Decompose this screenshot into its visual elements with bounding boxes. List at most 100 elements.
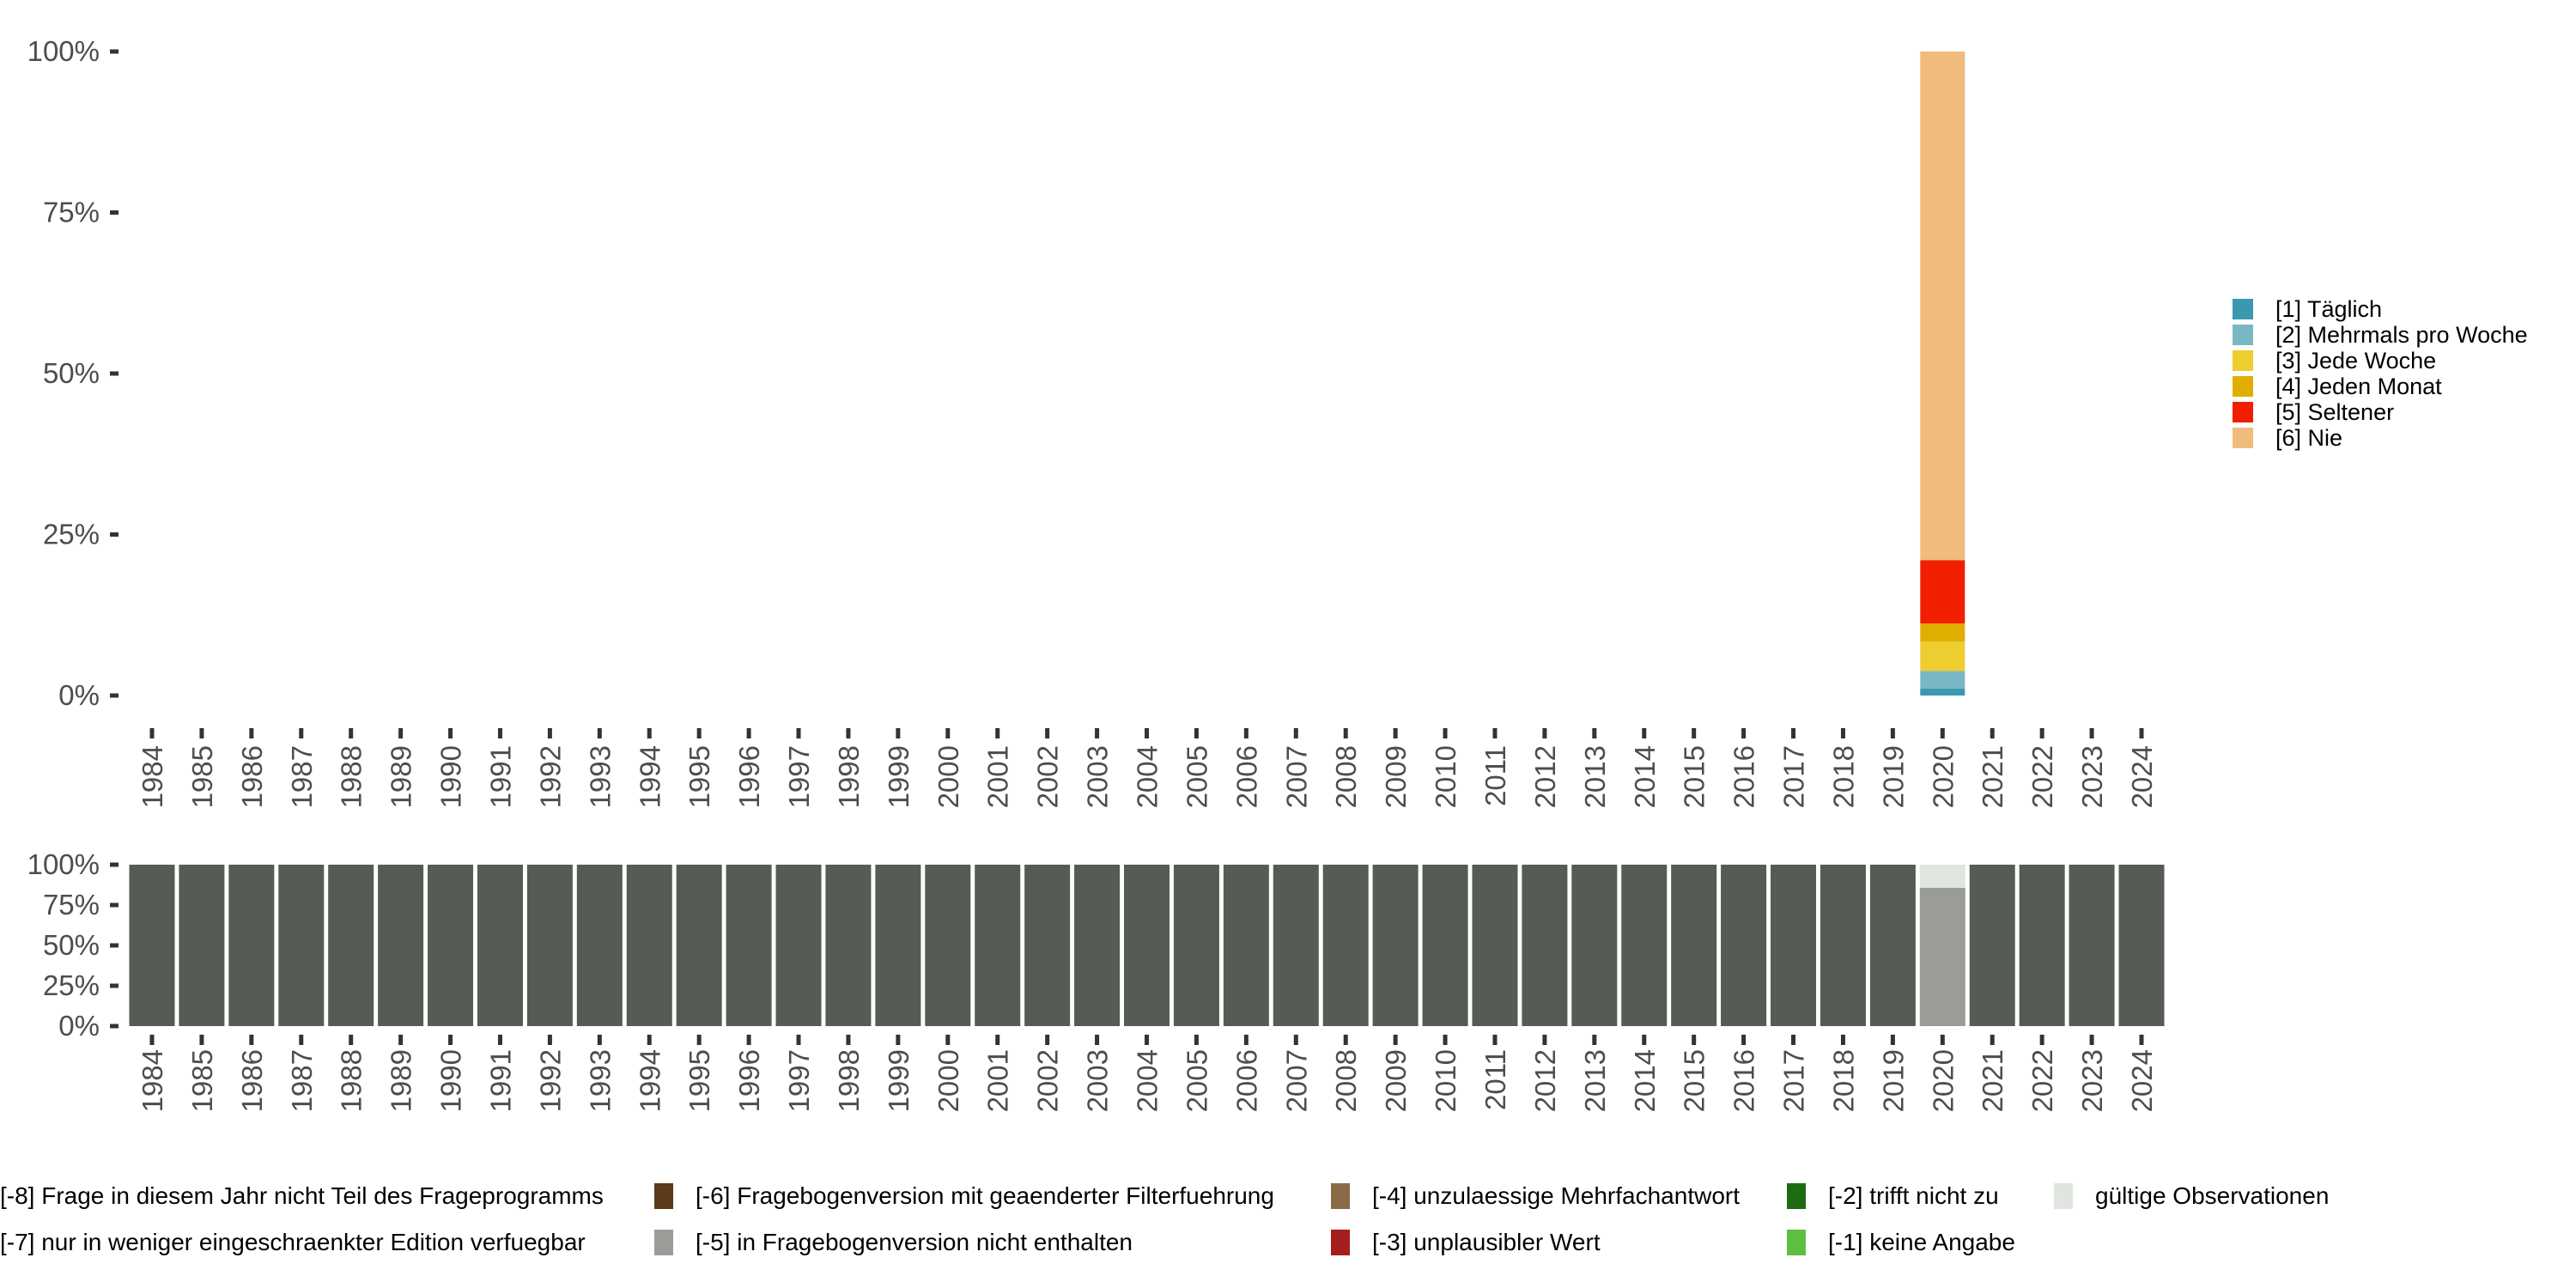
x-tick-label: 1994: [634, 745, 665, 808]
x-tick-label: 1989: [386, 745, 417, 808]
x-tick-label: 1997: [783, 1049, 815, 1112]
x-tick-label: 2003: [1082, 745, 1114, 808]
x-tick-label: 1988: [336, 1049, 368, 1112]
legend-item: [1] Täglich: [2233, 296, 2528, 322]
legend-swatch: [1787, 1183, 1806, 1209]
legend-label: [-1] keine Angabe: [1828, 1229, 2015, 1255]
bar-segment-2014-0: [1621, 865, 1668, 1026]
legend-item: [-7] nur in weniger eingeschraenkter Edi…: [0, 1229, 586, 1256]
bar-segment-1991-0: [477, 865, 523, 1026]
legend-item: [-1] keine Angabe: [1787, 1229, 2015, 1256]
legend-label: [-5] in Fragebogenversion nicht enthalte…: [696, 1229, 1133, 1255]
bar-segment-2005-0: [1173, 865, 1219, 1026]
legend-item: [-2] trifft nicht zu: [1787, 1182, 1999, 1210]
legend-swatch: [2233, 350, 2253, 371]
legend-item: [-8] Frage in diesem Jahr nicht Teil des…: [0, 1182, 604, 1210]
x-tick-label: 2008: [1330, 745, 1362, 808]
bar-segment-1996-0: [726, 865, 772, 1026]
x-tick-label: 2019: [1877, 1049, 1909, 1112]
x-tick-label: 1993: [584, 745, 616, 808]
bar-segment-1995-0: [676, 865, 722, 1026]
legend-label: [5] Seltener: [2275, 398, 2395, 425]
x-tick-label: 1996: [733, 745, 765, 808]
legend-label: [-4] unzulaessige Mehrfachantwort: [1372, 1182, 1740, 1209]
bar-segment-2009-0: [1372, 865, 1419, 1026]
x-tick-label: 1995: [683, 1049, 715, 1112]
bar-segment-2019-0: [1869, 865, 1916, 1026]
bar-segment-1998-0: [825, 865, 872, 1026]
x-tick-label: 2004: [1132, 745, 1163, 808]
x-tick-label: 1985: [186, 1049, 218, 1112]
legend-label: gültige Observationen: [2095, 1182, 2330, 1209]
top-chart: 0% 25% 50% 75% 100% 1984 1985 1986 1987 1988 1989 1…: [27, 35, 2158, 808]
x-tick-label: 1985: [186, 745, 218, 808]
x-tick-label: 2014: [1629, 1049, 1661, 1112]
bar-segment-2020-5: [1920, 52, 1965, 561]
legend-swatch: [1331, 1230, 1350, 1255]
x-tick-label: 2011: [1479, 1049, 1511, 1110]
bar-segment-2001-0: [975, 865, 1021, 1026]
x-tick-label: 2001: [982, 1049, 1014, 1112]
bar-segment-1985-0: [179, 865, 225, 1026]
x-tick-label: 1986: [236, 1049, 268, 1112]
legend-swatch: [2054, 1183, 2073, 1209]
bar-segment-2003-0: [1074, 865, 1121, 1026]
x-tick-label: 2013: [1579, 745, 1611, 808]
bottom-chart: 0% 25% 50% 75% 100% 1984 1985 1986 1987 1988 1989 1…: [27, 848, 2165, 1112]
bar-segment-2017-0: [1771, 865, 1817, 1026]
x-tick-label: 1987: [286, 1049, 318, 1112]
legend-item: [-3] unplausibler Wert: [1331, 1229, 1601, 1256]
legend-label: [-2] trifft nicht zu: [1828, 1182, 1999, 1209]
bar-segment-2006-0: [1223, 865, 1269, 1026]
x-tick-label: 1992: [534, 1049, 566, 1112]
legend-item: [-5] in Fragebogenversion nicht enthalte…: [654, 1229, 1133, 1256]
legend-item: [-4] unzulaessige Mehrfachantwort: [1331, 1182, 1740, 1210]
x-tick-label: 2002: [1032, 745, 1064, 808]
x-tick-label: 2012: [1529, 1049, 1561, 1112]
x-tick-label: 1997: [783, 745, 815, 808]
x-tick-label: 2004: [1132, 1049, 1163, 1112]
x-tick-label: 2003: [1082, 1049, 1114, 1112]
x-tick-label: 1999: [883, 1049, 914, 1112]
y-tick-label: 25%: [43, 519, 100, 550]
x-tick-label: 1992: [534, 745, 566, 808]
bar-segment-2020-0: [1920, 688, 1965, 696]
bar-segment-2020-8: [1919, 865, 1965, 888]
legend-item: [-6] Fragebogenversion mit geaenderter F…: [654, 1182, 1274, 1210]
x-tick-label: 2023: [2076, 1049, 2108, 1112]
bar-segment-1993-0: [576, 865, 623, 1026]
x-tick-label: 1987: [286, 745, 318, 808]
x-tick-label: 1984: [137, 1049, 168, 1112]
legend-swatch: [1331, 1183, 1350, 1209]
x-tick-label: 2020: [1927, 745, 1959, 808]
y-tick-label: 75%: [43, 889, 100, 920]
x-tick-label: 2017: [1778, 745, 1810, 808]
x-tick-label: 2022: [2026, 1049, 2058, 1112]
bar-segment-1987-0: [278, 865, 325, 1026]
x-tick-label: 2006: [1230, 745, 1262, 808]
x-tick-label: 2000: [933, 745, 964, 808]
bar-segment-2020-2: [1920, 641, 1965, 671]
bar-segment-2004-0: [1124, 865, 1170, 1026]
x-tick-label: 1988: [336, 745, 368, 808]
bar-segment-2016-0: [1721, 865, 1767, 1026]
legend-swatch: [1787, 1230, 1806, 1255]
legend-swatch: [654, 1183, 673, 1209]
legend-item: [2] Mehrmals pro Woche: [2233, 322, 2528, 348]
bar-segment-2018-0: [1820, 865, 1866, 1026]
x-tick-label: 2010: [1430, 1049, 1461, 1112]
x-tick-label: 1984: [137, 745, 168, 808]
bar-segment-2020-1: [1920, 671, 1965, 689]
bar-segment-2010-0: [1422, 865, 1468, 1026]
x-tick-label: 2017: [1778, 1049, 1810, 1112]
legend-label: [-8] Frage in diesem Jahr nicht Teil des…: [0, 1182, 604, 1209]
y-tick-label: 0%: [58, 679, 100, 711]
x-tick-label: 2016: [1728, 1049, 1760, 1112]
x-tick-label: 2007: [1280, 745, 1312, 808]
x-tick-label: 2010: [1430, 745, 1461, 808]
x-tick-label: 2023: [2076, 745, 2108, 808]
bar-segment-2020-4: [1920, 560, 1965, 623]
legend-label: [-3] unplausibler Wert: [1372, 1229, 1601, 1255]
x-tick-label: 1986: [236, 745, 268, 808]
x-tick-label: 1991: [484, 1049, 516, 1112]
